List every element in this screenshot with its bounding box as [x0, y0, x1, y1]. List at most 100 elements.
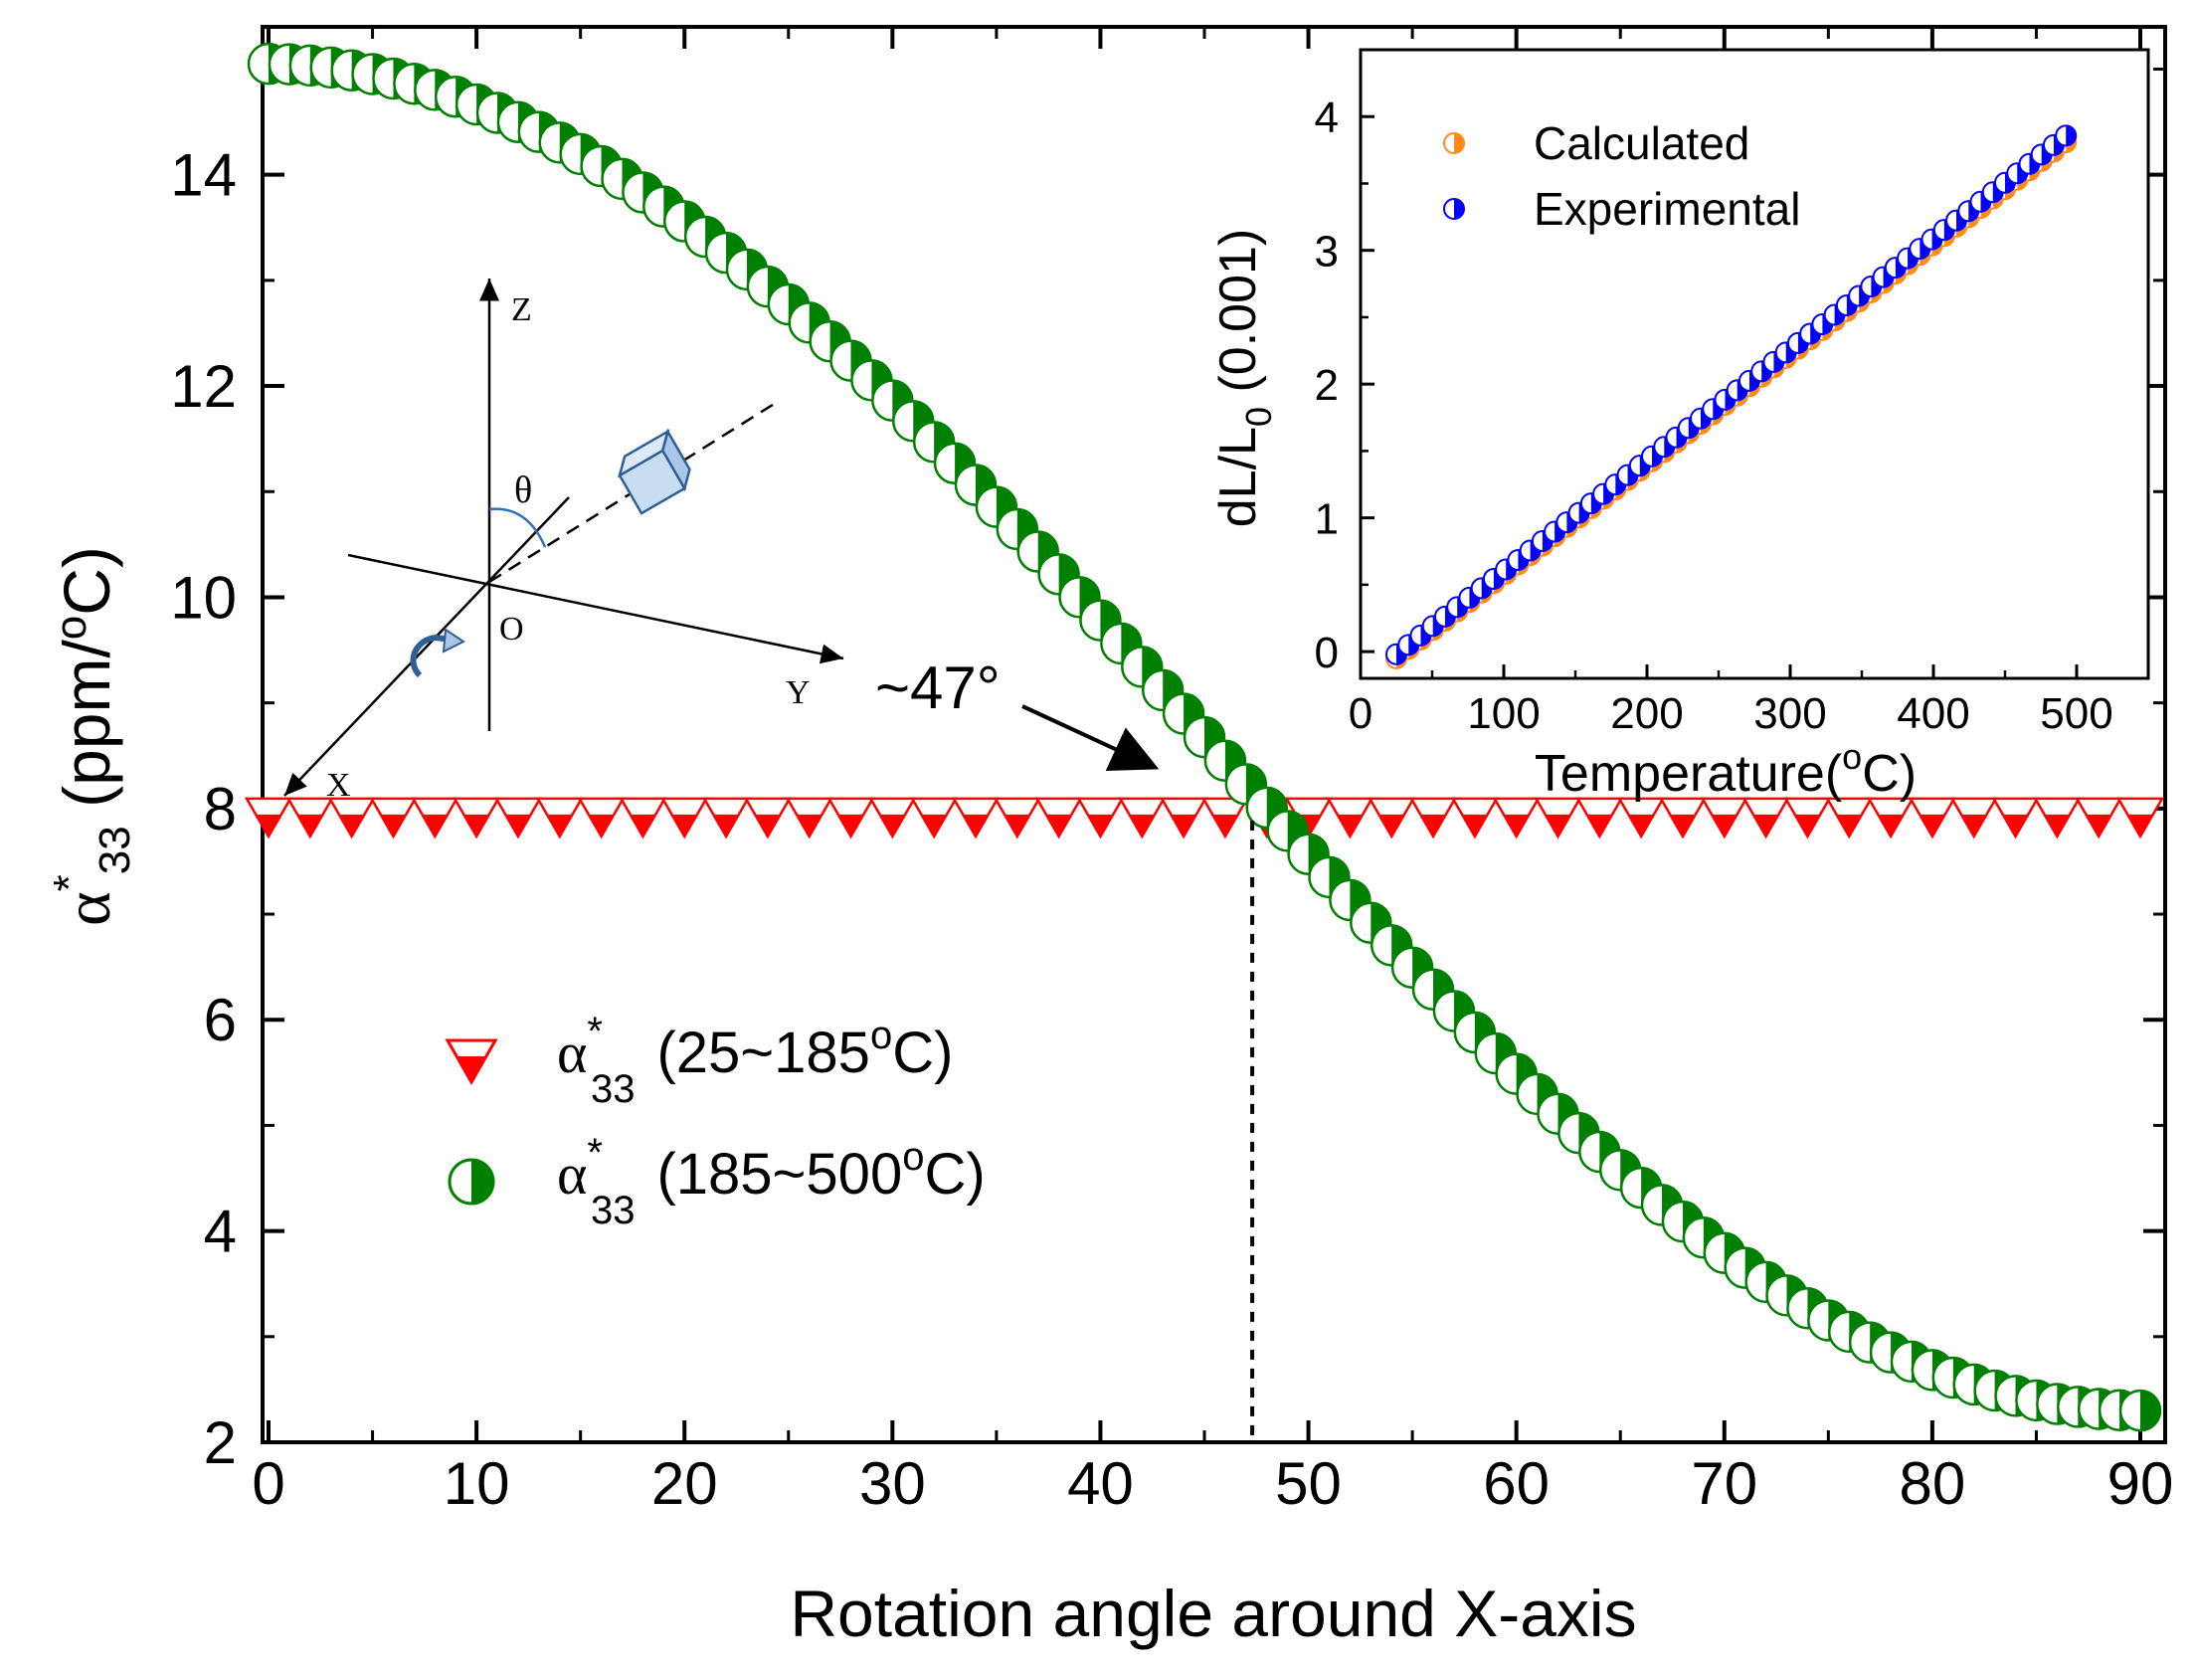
main-x-ticks: 0 10 20 30 40 50 60 70 80 90: [252, 27, 2173, 1517]
triangle-point: [369, 797, 418, 840]
svg-text:α*33 (ppm/oC): α*33 (ppm/oC): [45, 546, 139, 926]
triangle-point: [1700, 797, 1748, 840]
y-title-unit-deg: o: [47, 616, 95, 640]
main-plot-frame: [261, 25, 2167, 1444]
inset-y-axis-title: dL/L0 (0.001): [1209, 229, 1279, 527]
triangle-point: [660, 797, 709, 840]
triangle-point: [1159, 797, 1208, 840]
rotation-arrow-icon: [410, 628, 465, 678]
triangle-point: [868, 797, 917, 840]
x-tick-label: 90: [2107, 1450, 2174, 1517]
inset-point: [2055, 124, 2078, 147]
triangle-point: [701, 797, 751, 840]
x-tick-label: 70: [1691, 1450, 1757, 1517]
triangle-point: [1908, 797, 1957, 840]
triangle-point: [327, 797, 376, 840]
legend-triangle-marker: [445, 1038, 498, 1086]
main-y-axis-title: α*33 (ppm/oC): [45, 546, 139, 926]
crossing-label: ~47°: [875, 654, 1001, 721]
triangle-point: [411, 797, 459, 840]
legend-2-sup: *: [587, 1131, 603, 1175]
triangle-point: [1783, 797, 1832, 840]
triangle-point: [1492, 797, 1541, 840]
triangle-point: [909, 797, 959, 840]
inset-y-tick-label: 0: [1315, 629, 1339, 677]
y-title-sub: 33: [91, 826, 139, 874]
inset-x-axis-title: Temperature(oC): [1535, 736, 1917, 803]
y-tick-label: 12: [170, 353, 237, 420]
schematic-z-label: Z: [511, 291, 532, 328]
y-tick-label: 6: [204, 987, 237, 1053]
svg-text:α*33(185~500oC): α* 33 (185~500oC): [557, 1131, 986, 1232]
x-tick-label: 80: [1900, 1450, 1966, 1517]
y-tick-label: 8: [204, 776, 237, 842]
inset-x-title-post: C): [1862, 745, 1917, 803]
triangle-point: [1658, 797, 1708, 840]
triangle-point: [452, 797, 501, 840]
x-tick-label: 20: [651, 1450, 718, 1517]
legend-2-range: (185~500: [656, 1142, 902, 1207]
rotation-schematic: [283, 279, 844, 797]
inset-x-tick-label: 100: [1467, 689, 1540, 738]
triangle-point: [1450, 797, 1500, 840]
triangle-point: [1991, 797, 2040, 840]
inset-x-tick-label: 300: [1753, 689, 1826, 738]
series-experimental: [1385, 124, 2078, 665]
series-triangles: [244, 797, 2165, 840]
legend-calculated-label: Calculated: [1534, 117, 1749, 169]
inset-x-title-deg: o: [1842, 736, 1862, 777]
triangle-point: [619, 797, 667, 840]
legend-1-range: (25~185: [656, 1021, 869, 1085]
x-tick-label: 40: [1067, 1450, 1134, 1517]
inset-x-title-text: Temperature(: [1535, 745, 1843, 803]
legend-calculated-marker: [1443, 132, 1465, 154]
theta-arc: [488, 507, 547, 548]
triangle-point: [1200, 797, 1250, 840]
triangle-point: [244, 797, 293, 840]
inset-y-title-post: (0.001): [1209, 229, 1267, 407]
inset-x-tick-label: 0: [1349, 689, 1372, 738]
y-title-unit-pre: (ppm/: [50, 640, 123, 827]
triangle-point: [2033, 797, 2082, 840]
legend-1-alpha: α: [557, 1021, 587, 1085]
inset-x-tick-label: 200: [1610, 689, 1683, 738]
triangle-point: [826, 797, 875, 840]
inset-x-ticks: 0 100 200 300 400 500: [1349, 664, 2113, 738]
triangle-point: [743, 797, 793, 840]
inset-y-tick-label: 1: [1315, 495, 1339, 544]
y-tick-label: 4: [204, 1199, 237, 1265]
inset-y-title-text: dL/L: [1209, 427, 1267, 527]
schematic-y-label: Y: [786, 674, 811, 711]
inset-x-tick-label: 500: [2040, 689, 2112, 738]
triangle-point: [1949, 797, 1998, 840]
y-title-alpha: α: [52, 891, 124, 926]
triangle-point: [1825, 797, 1874, 840]
triangle-point: [1616, 797, 1666, 840]
inset-x-tick-label: 400: [1897, 689, 1969, 738]
y-tick-label: 14: [170, 142, 237, 209]
triangle-point: [493, 797, 543, 840]
y-title-unit-post: C): [50, 546, 123, 616]
triangle-point: [1118, 797, 1167, 840]
legend-1-post: C): [892, 1021, 953, 1085]
inset-y-tick-label: 4: [1315, 93, 1339, 142]
legend-experimental-marker: [1443, 198, 1465, 220]
y-tick-label: 10: [170, 564, 237, 631]
legend-1-sup: *: [587, 1010, 603, 1053]
inset-y-title-sub: 0: [1238, 407, 1279, 427]
svg-text:dL/L0 (0.001): dL/L0 (0.001): [1209, 229, 1279, 527]
legend-2-post: C): [924, 1142, 985, 1207]
triangle-point: [1076, 797, 1125, 840]
triangle-point: [1866, 797, 1916, 840]
series-circles: [247, 42, 2162, 1432]
schematic-y-axis: [347, 553, 844, 664]
triangle-point: [1534, 797, 1582, 840]
triangle-point: [1741, 797, 1790, 840]
triangle-point: [951, 797, 1001, 840]
legend-2-deg: o: [902, 1135, 924, 1179]
legend-1-sub: 33: [591, 1067, 636, 1111]
schematic-x-label: X: [326, 767, 351, 804]
schematic-o-label: O: [499, 611, 524, 648]
